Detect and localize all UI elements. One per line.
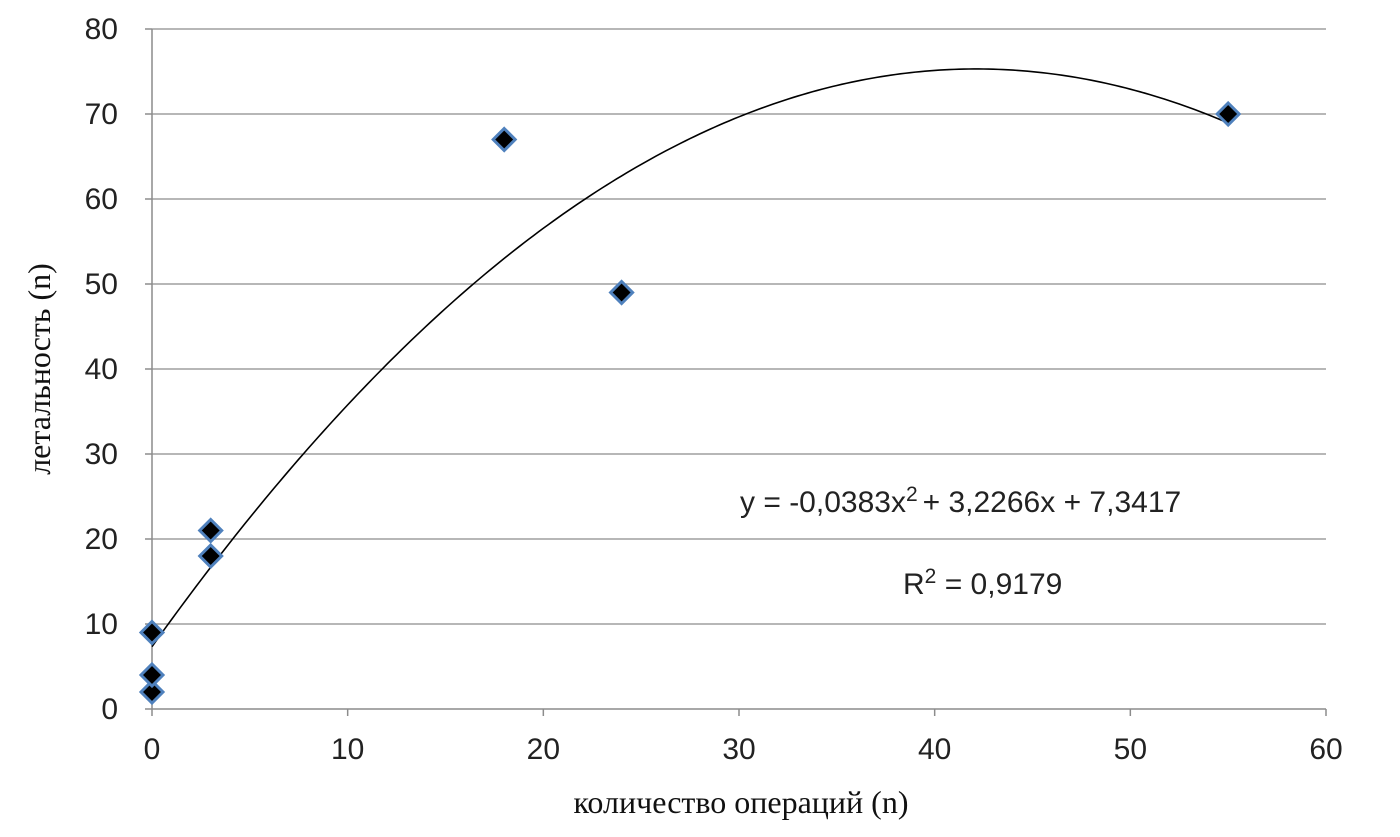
x-tick-label-20: 20 [527,733,560,766]
y-tick-label-30: 30 [85,438,118,471]
y-tick-label-70: 70 [85,98,118,131]
equation-exponent: 2 [906,483,918,506]
data-point-0-2 [138,619,166,646]
trendline-layer [151,68,1229,648]
y-tick-label-10: 10 [85,608,118,641]
data-point-0-4 [197,517,224,544]
tick-labels: 0 10 20 30 40 50 60 70 80 0 10 20 30 40 50 60 [85,13,1343,766]
x-tick-label-50: 50 [1114,733,1147,766]
y-tick-label-50: 50 [85,268,118,301]
axes [145,28,1327,716]
r2-exponent: 2 [925,565,937,588]
data-point-0-7 [1215,100,1242,128]
data-point-0-5 [491,126,518,153]
r2-suffix: = 0,9179 [936,568,1062,601]
gridlines [152,28,1326,625]
x-tick-label-10: 10 [331,733,364,766]
x-tick-label-0: 0 [144,733,161,766]
x-tick-label-40: 40 [918,733,951,766]
y-tick-label-60: 60 [85,183,118,216]
data-point-0-6 [608,279,635,306]
data-point-0-1 [138,661,166,689]
data-points [138,100,1242,706]
x-tick-label-30: 30 [722,733,755,766]
y-axis-title: летальность (n) [21,263,57,475]
r-squared-label: R2 = 0,9179 [903,565,1062,601]
equation-suffix: + 3,2266x + 7,3417 [923,486,1182,519]
data-point-0-0 [138,678,166,706]
equation-prefix: y = -0,0383x [740,486,906,519]
y-tick-label-20: 20 [85,523,118,556]
y-tick-label-80: 80 [85,13,118,46]
x-tick-label-60: 60 [1309,733,1342,766]
trendline [151,68,1229,648]
x-axis-title: количество операций (n) [574,784,909,820]
y-tick-label-40: 40 [85,353,118,386]
trendline-equation: y = -0,0383x2 + 3,2266x + 7,3417 [740,483,1181,519]
data-point-0-3 [197,542,224,570]
y-tick-label-0: 0 [101,693,118,726]
r2-prefix: R [903,568,925,601]
